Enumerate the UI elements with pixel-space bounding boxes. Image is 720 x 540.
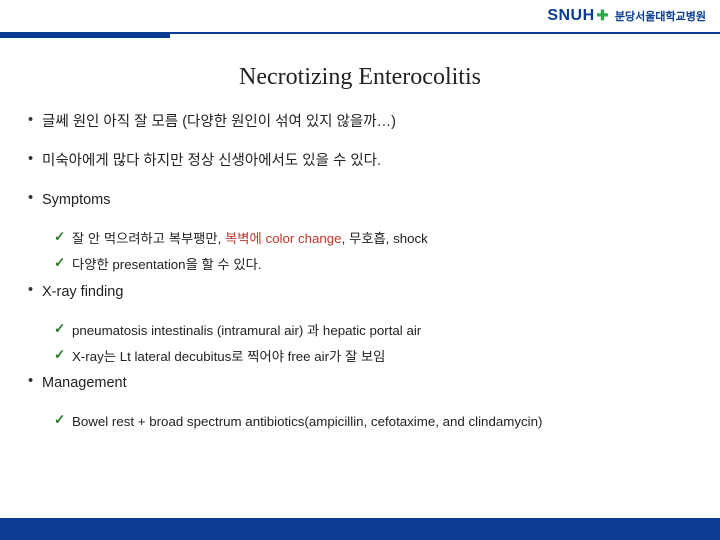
bullet-text-pre: 잘 안 먹으려하고 복부팽만, bbox=[72, 231, 225, 246]
bullet-text: Bowel rest + broad spectrum antibiotics(… bbox=[72, 412, 692, 431]
bullet-level2: ✓ pneumatosis intestinalis (intramural a… bbox=[54, 321, 692, 340]
bullet-level1: • X-ray finding bbox=[28, 282, 692, 303]
bullet-text: X-ray는 Lt lateral decubitus로 찍어야 free ai… bbox=[72, 347, 692, 366]
bullet-dot-icon: • bbox=[28, 112, 42, 128]
bullet-text-emphasis: 복벽에 color change bbox=[225, 231, 342, 246]
check-icon: ✓ bbox=[54, 321, 72, 337]
bullet-level1: • Symptoms bbox=[28, 190, 692, 211]
brand-logo-text: SNUH bbox=[547, 7, 594, 25]
bullet-level1: • 글쎄 원인 아직 잘 모름 (다양한 원인이 섞여 있지 않을까…) bbox=[28, 112, 692, 133]
bullet-level1: • Management bbox=[28, 373, 692, 394]
bullet-level2: ✓ X-ray는 Lt lateral decubitus로 찍어야 free … bbox=[54, 347, 692, 366]
bullet-text-post: , 무호흡, shock bbox=[342, 231, 428, 246]
brand-logo: SNUH ✚ bbox=[547, 7, 609, 25]
bullet-level2: ✓ Bowel rest + broad spectrum antibiotic… bbox=[54, 412, 692, 431]
bullet-text: 글쎄 원인 아직 잘 모름 (다양한 원인이 섞여 있지 않을까…) bbox=[42, 112, 692, 133]
header-bar: SNUH ✚ 분당서울대학교병원 bbox=[0, 0, 720, 34]
bullet-dot-icon: • bbox=[28, 151, 42, 167]
bullet-text: 미숙아에게 많다 하지만 정상 신생아에서도 있을 수 있다. bbox=[42, 151, 692, 172]
check-icon: ✓ bbox=[54, 347, 72, 363]
header-accent-bar bbox=[0, 32, 170, 38]
content-area: • 글쎄 원인 아직 잘 모름 (다양한 원인이 섞여 있지 않을까…) • 미… bbox=[28, 112, 692, 438]
brand-subtext: 분당서울대학교병원 bbox=[615, 8, 706, 24]
bullet-text: 다양한 presentation을 할 수 있다. bbox=[72, 255, 692, 274]
bullet-text: 잘 안 먹으려하고 복부팽만, 복벽에 color change, 무호흡, s… bbox=[72, 229, 692, 248]
bullet-text: pneumatosis intestinalis (intramural air… bbox=[72, 321, 692, 340]
check-icon: ✓ bbox=[54, 255, 72, 271]
footer-bar bbox=[0, 518, 720, 540]
bullet-text: X-ray finding bbox=[42, 282, 692, 303]
bullet-text: Symptoms bbox=[42, 190, 692, 211]
check-icon: ✓ bbox=[54, 412, 72, 428]
page-title: Necrotizing Enterocolitis bbox=[0, 64, 720, 91]
bullet-level1: • 미숙아에게 많다 하지만 정상 신생아에서도 있을 수 있다. bbox=[28, 151, 692, 172]
bullet-level2: ✓ 잘 안 먹으려하고 복부팽만, 복벽에 color change, 무호흡,… bbox=[54, 229, 692, 248]
bullet-level2: ✓ 다양한 presentation을 할 수 있다. bbox=[54, 255, 692, 274]
slide: SNUH ✚ 분당서울대학교병원 Necrotizing Enterocolit… bbox=[0, 0, 720, 540]
bullet-dot-icon: • bbox=[28, 190, 42, 206]
bullet-dot-icon: • bbox=[28, 282, 42, 298]
brand: SNUH ✚ 분당서울대학교병원 bbox=[547, 7, 706, 25]
check-icon: ✓ bbox=[54, 229, 72, 245]
brand-cross-icon: ✚ bbox=[597, 7, 609, 24]
bullet-dot-icon: • bbox=[28, 373, 42, 389]
bullet-text: Management bbox=[42, 373, 692, 394]
